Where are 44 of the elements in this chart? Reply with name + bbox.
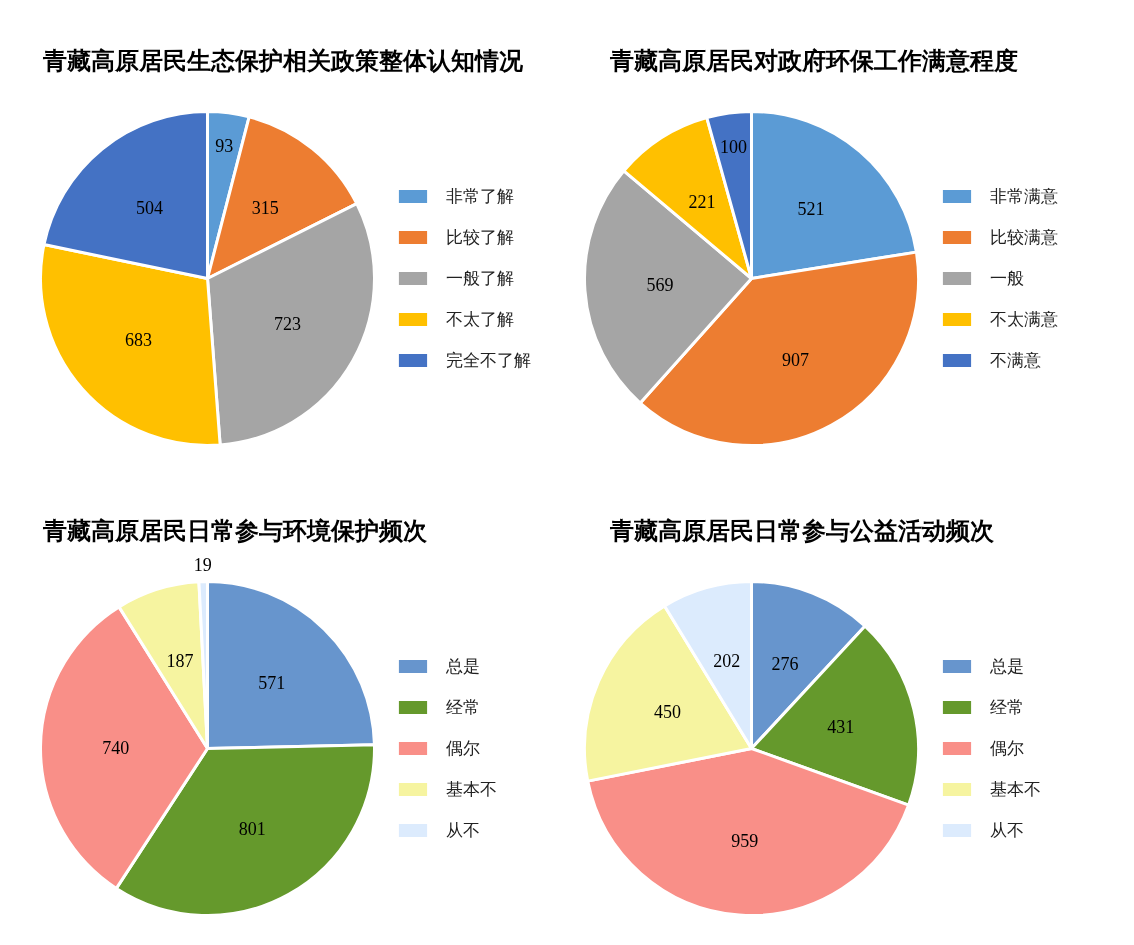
data-label: 100 [719,136,747,157]
data-label: 740 [102,738,130,759]
data-label: 723 [273,314,301,335]
legend-label: 经常 [446,696,480,719]
chart-title: 青藏高原居民日常参与环境保护频次 [41,516,428,544]
data-label: 202 [713,650,741,671]
chart-title: 青藏高原居民对政府环保工作满意程度 [608,46,1018,74]
legend-label: 完全不了解 [446,349,531,372]
data-label: 959 [731,830,759,851]
chart-title: 青藏高原居民日常参与公益活动频次 [608,516,995,544]
legend-label: 偶尔 [446,737,480,760]
legend-label: 不太满意 [990,308,1058,331]
legend-label: 基本不 [446,778,497,801]
data-label: 187 [166,651,194,672]
data-label: 907 [782,349,810,370]
legend-label: 从不 [446,819,480,842]
legend-label: 一般了解 [446,267,514,290]
data-label: 93 [215,136,234,157]
data-label: 431 [827,717,855,738]
legend-label: 总是 [990,655,1024,678]
data-label: 504 [136,197,164,218]
legend-label: 一般 [990,267,1024,290]
data-label: 571 [258,673,286,694]
data-label: 801 [238,819,266,840]
legend-label: 非常了解 [446,185,514,208]
legend-label: 比较满意 [990,226,1058,249]
chart-title: 青藏高原居民生态保护相关政策整体认知情况 [41,46,524,74]
legend-label: 总是 [446,655,480,678]
legend-label: 非常满意 [990,185,1058,208]
data-label: 19 [193,555,212,576]
legend-label: 偶尔 [990,737,1024,760]
legend-label: 经常 [990,696,1024,719]
data-label: 683 [125,329,153,350]
data-label: 315 [251,197,279,218]
data-label: 450 [653,702,681,723]
legend-label: 不太了解 [446,308,514,331]
data-label: 276 [771,653,799,674]
legend-label: 基本不 [990,778,1041,801]
data-label: 521 [797,199,825,220]
legend-label: 比较了解 [446,226,514,249]
data-label: 221 [688,191,716,212]
data-label: 569 [646,275,674,296]
legend-label: 从不 [990,819,1024,842]
legend-label: 不满意 [990,349,1041,372]
